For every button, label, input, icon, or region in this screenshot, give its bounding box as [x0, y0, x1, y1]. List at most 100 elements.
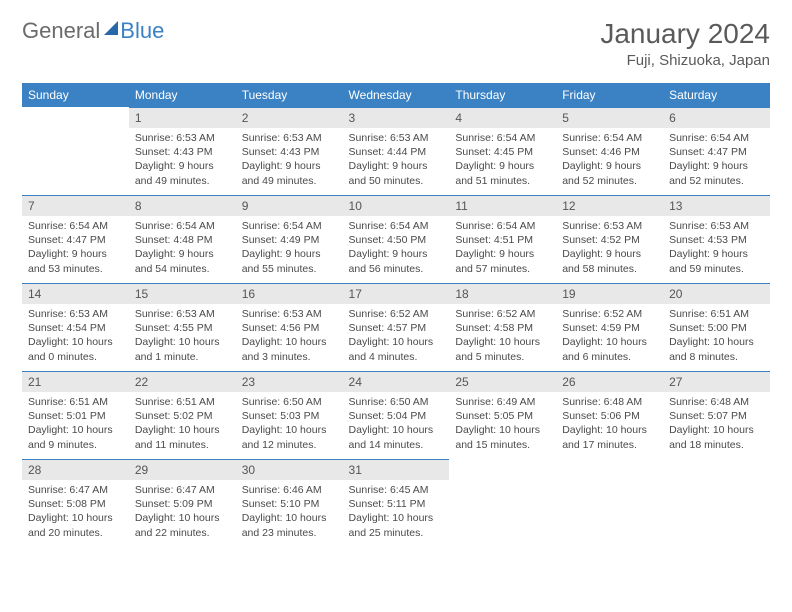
sunrise-line: Sunrise: 6:47 AM	[28, 483, 123, 497]
sunset-line: Sunset: 5:07 PM	[669, 409, 764, 423]
calendar-day-cell: 20Sunrise: 6:51 AMSunset: 5:00 PMDayligh…	[663, 283, 770, 371]
sunrise-line: Sunrise: 6:53 AM	[28, 307, 123, 321]
day-details: Sunrise: 6:51 AMSunset: 5:01 PMDaylight:…	[22, 392, 129, 455]
day-number: 6	[663, 107, 770, 128]
calendar-day-cell: 28Sunrise: 6:47 AMSunset: 5:08 PMDayligh…	[22, 459, 129, 547]
calendar-day-cell: 30Sunrise: 6:46 AMSunset: 5:10 PMDayligh…	[236, 459, 343, 547]
sunset-line: Sunset: 4:54 PM	[28, 321, 123, 335]
sunrise-line: Sunrise: 6:51 AM	[135, 395, 230, 409]
daylight-line: Daylight: 9 hours and 49 minutes.	[242, 159, 337, 187]
calendar-day-cell: 21Sunrise: 6:51 AMSunset: 5:01 PMDayligh…	[22, 371, 129, 459]
daylight-line: Daylight: 9 hours and 49 minutes.	[135, 159, 230, 187]
day-number: 7	[22, 195, 129, 216]
sunset-line: Sunset: 4:47 PM	[28, 233, 123, 247]
sunset-line: Sunset: 4:50 PM	[349, 233, 444, 247]
sunset-line: Sunset: 4:53 PM	[669, 233, 764, 247]
day-number: 13	[663, 195, 770, 216]
daylight-line: Daylight: 10 hours and 3 minutes.	[242, 335, 337, 363]
daylight-line: Daylight: 9 hours and 56 minutes.	[349, 247, 444, 275]
day-number: 4	[449, 107, 556, 128]
sunrise-line: Sunrise: 6:54 AM	[349, 219, 444, 233]
day-number: 26	[556, 371, 663, 392]
calendar-day-cell: 18Sunrise: 6:52 AMSunset: 4:58 PMDayligh…	[449, 283, 556, 371]
daylight-line: Daylight: 9 hours and 57 minutes.	[455, 247, 550, 275]
calendar-week-row: 1Sunrise: 6:53 AMSunset: 4:43 PMDaylight…	[22, 107, 770, 195]
daylight-line: Daylight: 10 hours and 8 minutes.	[669, 335, 764, 363]
day-number: 27	[663, 371, 770, 392]
daylight-line: Daylight: 9 hours and 50 minutes.	[349, 159, 444, 187]
weekday-header: Thursday	[449, 83, 556, 107]
weekday-header: Tuesday	[236, 83, 343, 107]
sunrise-line: Sunrise: 6:48 AM	[562, 395, 657, 409]
day-details: Sunrise: 6:53 AMSunset: 4:56 PMDaylight:…	[236, 304, 343, 367]
calendar-week-row: 14Sunrise: 6:53 AMSunset: 4:54 PMDayligh…	[22, 283, 770, 371]
daylight-line: Daylight: 9 hours and 59 minutes.	[669, 247, 764, 275]
day-details: Sunrise: 6:52 AMSunset: 4:58 PMDaylight:…	[449, 304, 556, 367]
sunrise-line: Sunrise: 6:53 AM	[562, 219, 657, 233]
calendar-day-cell: 13Sunrise: 6:53 AMSunset: 4:53 PMDayligh…	[663, 195, 770, 283]
daylight-line: Daylight: 10 hours and 23 minutes.	[242, 511, 337, 539]
sunrise-line: Sunrise: 6:54 AM	[135, 219, 230, 233]
calendar-day-cell: 22Sunrise: 6:51 AMSunset: 5:02 PMDayligh…	[129, 371, 236, 459]
calendar-day-cell	[663, 459, 770, 547]
daylight-line: Daylight: 10 hours and 1 minute.	[135, 335, 230, 363]
sunrise-line: Sunrise: 6:53 AM	[135, 131, 230, 145]
calendar-day-cell: 17Sunrise: 6:52 AMSunset: 4:57 PMDayligh…	[343, 283, 450, 371]
day-details: Sunrise: 6:48 AMSunset: 5:07 PMDaylight:…	[663, 392, 770, 455]
day-details: Sunrise: 6:54 AMSunset: 4:47 PMDaylight:…	[22, 216, 129, 279]
day-number: 18	[449, 283, 556, 304]
daylight-line: Daylight: 10 hours and 18 minutes.	[669, 423, 764, 451]
sunrise-line: Sunrise: 6:53 AM	[242, 131, 337, 145]
day-details: Sunrise: 6:54 AMSunset: 4:51 PMDaylight:…	[449, 216, 556, 279]
calendar-day-cell: 9Sunrise: 6:54 AMSunset: 4:49 PMDaylight…	[236, 195, 343, 283]
sunrise-line: Sunrise: 6:48 AM	[669, 395, 764, 409]
daylight-line: Daylight: 10 hours and 22 minutes.	[135, 511, 230, 539]
daylight-line: Daylight: 9 hours and 52 minutes.	[669, 159, 764, 187]
sunrise-line: Sunrise: 6:54 AM	[242, 219, 337, 233]
day-number: 8	[129, 195, 236, 216]
day-details: Sunrise: 6:54 AMSunset: 4:49 PMDaylight:…	[236, 216, 343, 279]
sunset-line: Sunset: 4:52 PM	[562, 233, 657, 247]
sunset-line: Sunset: 4:46 PM	[562, 145, 657, 159]
day-number: 12	[556, 195, 663, 216]
daylight-line: Daylight: 9 hours and 55 minutes.	[242, 247, 337, 275]
sunrise-line: Sunrise: 6:53 AM	[242, 307, 337, 321]
day-details: Sunrise: 6:46 AMSunset: 5:10 PMDaylight:…	[236, 480, 343, 543]
calendar-week-row: 28Sunrise: 6:47 AMSunset: 5:08 PMDayligh…	[22, 459, 770, 547]
day-number: 19	[556, 283, 663, 304]
day-number: 11	[449, 195, 556, 216]
day-details: Sunrise: 6:54 AMSunset: 4:50 PMDaylight:…	[343, 216, 450, 279]
sunrise-line: Sunrise: 6:54 AM	[562, 131, 657, 145]
daylight-line: Daylight: 9 hours and 58 minutes.	[562, 247, 657, 275]
day-number: 21	[22, 371, 129, 392]
logo-triangle-icon	[104, 21, 118, 35]
calendar-week-row: 21Sunrise: 6:51 AMSunset: 5:01 PMDayligh…	[22, 371, 770, 459]
daylight-line: Daylight: 10 hours and 17 minutes.	[562, 423, 657, 451]
sunset-line: Sunset: 4:58 PM	[455, 321, 550, 335]
day-number: 25	[449, 371, 556, 392]
sunset-line: Sunset: 4:44 PM	[349, 145, 444, 159]
sunset-line: Sunset: 4:56 PM	[242, 321, 337, 335]
logo-text-blue: Blue	[120, 18, 164, 44]
calendar-day-cell: 3Sunrise: 6:53 AMSunset: 4:44 PMDaylight…	[343, 107, 450, 195]
sunset-line: Sunset: 4:48 PM	[135, 233, 230, 247]
day-number: 1	[129, 107, 236, 128]
daylight-line: Daylight: 9 hours and 52 minutes.	[562, 159, 657, 187]
calendar-day-cell: 2Sunrise: 6:53 AMSunset: 4:43 PMDaylight…	[236, 107, 343, 195]
day-details: Sunrise: 6:51 AMSunset: 5:02 PMDaylight:…	[129, 392, 236, 455]
sunrise-line: Sunrise: 6:49 AM	[455, 395, 550, 409]
day-details: Sunrise: 6:47 AMSunset: 5:09 PMDaylight:…	[129, 480, 236, 543]
day-number: 14	[22, 283, 129, 304]
day-number: 20	[663, 283, 770, 304]
calendar-day-cell: 29Sunrise: 6:47 AMSunset: 5:09 PMDayligh…	[129, 459, 236, 547]
sunset-line: Sunset: 4:57 PM	[349, 321, 444, 335]
day-number: 16	[236, 283, 343, 304]
sunset-line: Sunset: 5:09 PM	[135, 497, 230, 511]
weekday-header: Sunday	[22, 83, 129, 107]
calendar-day-cell: 4Sunrise: 6:54 AMSunset: 4:45 PMDaylight…	[449, 107, 556, 195]
day-details: Sunrise: 6:51 AMSunset: 5:00 PMDaylight:…	[663, 304, 770, 367]
daylight-line: Daylight: 10 hours and 12 minutes.	[242, 423, 337, 451]
weekday-header: Monday	[129, 83, 236, 107]
day-details: Sunrise: 6:48 AMSunset: 5:06 PMDaylight:…	[556, 392, 663, 455]
daylight-line: Daylight: 10 hours and 5 minutes.	[455, 335, 550, 363]
